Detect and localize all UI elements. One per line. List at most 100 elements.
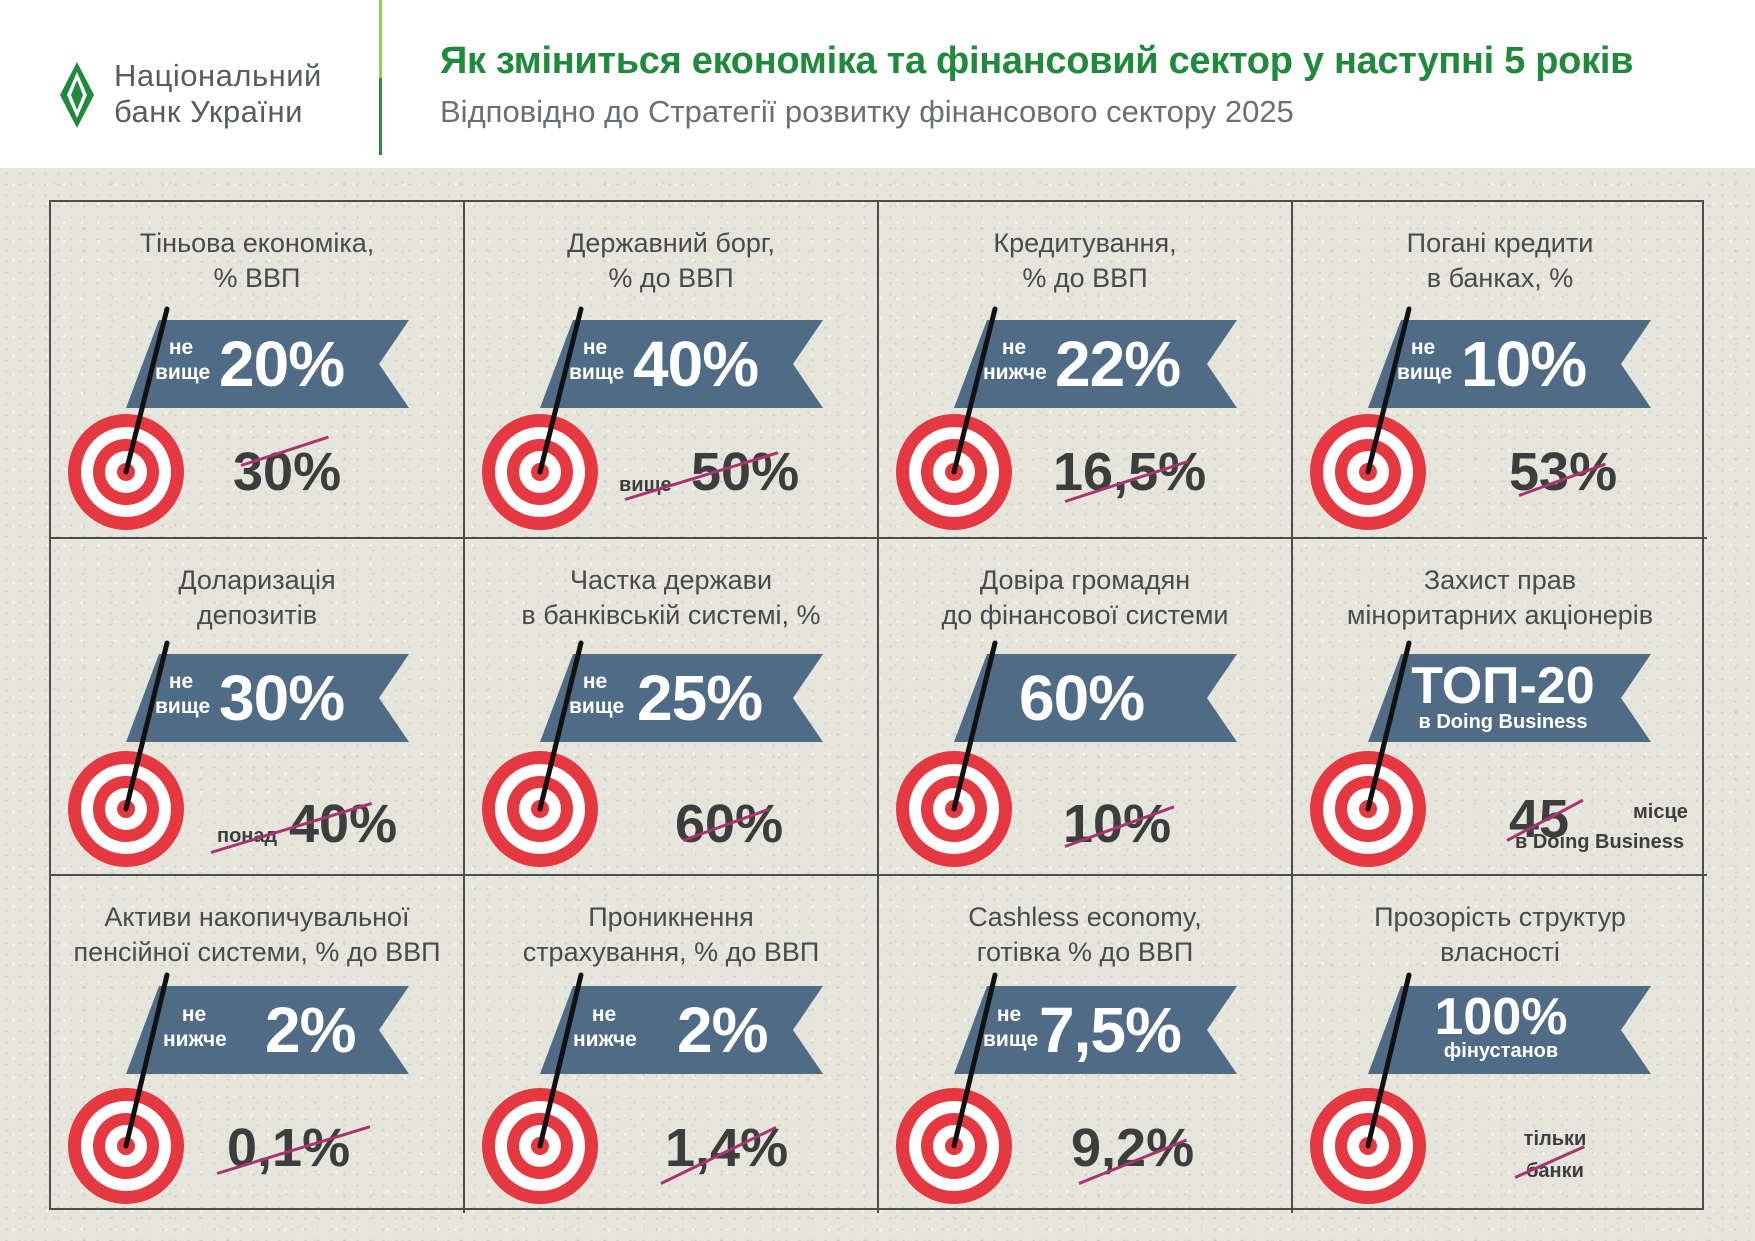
- cell-title: Погані кредити в банках, %: [1406, 228, 1594, 293]
- cell-title: Довіра громадян до фінансової системи: [941, 565, 1229, 630]
- indicator-grid: Тіньова економіка,% ВВП не вище 20% 30% Д…: [49, 200, 1707, 1213]
- cell-pension-assets: Активи накопичувальної пенсійної системи,…: [51, 876, 465, 1213]
- target-flag-graphic: [1310, 972, 1651, 1204]
- flag-pole: [951, 306, 998, 475]
- target-value: ТОП-20: [1411, 657, 1595, 715]
- flag-banner: [540, 320, 823, 408]
- flag-pole: [123, 640, 170, 812]
- cell-title: Доларизація депозитів: [178, 565, 336, 630]
- nbu-logo-text: Національний банк України: [114, 58, 344, 130]
- qualifier-label: не вище: [569, 670, 625, 718]
- flag-banner: [1368, 654, 1651, 742]
- flag-banner: [1368, 986, 1651, 1074]
- flag-pole: [537, 640, 584, 812]
- qualifier-label: не вище: [155, 336, 211, 384]
- target-flag-graphic: [68, 306, 409, 530]
- target-value: 60%: [1019, 662, 1145, 734]
- target-value: 20%: [219, 328, 345, 400]
- current-value: 9,2%: [1071, 1118, 1195, 1178]
- flag-pole: [1365, 640, 1412, 812]
- flag-banner: [126, 320, 409, 408]
- header-divider-accent: [379, 0, 382, 78]
- qualifier-label: не вище: [983, 1003, 1039, 1051]
- cell-insurance-penetration: Проникнення страхування, % до ВВП не нижче…: [465, 876, 879, 1213]
- target-value: 30%: [219, 662, 345, 734]
- qualifier-label: не нижче: [163, 1003, 227, 1051]
- flag-banner: [540, 986, 823, 1074]
- flag-banner: [954, 654, 1237, 742]
- target-value: 2%: [265, 994, 356, 1066]
- logo-line-2: банк України: [114, 94, 303, 129]
- target-value: 40%: [633, 328, 759, 400]
- flag-pole: [951, 972, 998, 1149]
- current-value: 16,5%: [1053, 442, 1207, 502]
- cell-ownership-transparency: Прозорість структур власності 100% фінуст…: [1293, 876, 1707, 1213]
- current-value: 1,4%: [665, 1118, 789, 1178]
- current-value: 45: [1509, 789, 1570, 849]
- logo-line-1: Національний: [114, 58, 322, 93]
- flag-pole: [1365, 306, 1412, 475]
- flag-pole: [537, 972, 584, 1149]
- header: Національний банк України Як зміниться е…: [0, 0, 1755, 168]
- qualifier-label: не нижче: [983, 336, 1047, 384]
- flag-pole: [123, 306, 170, 475]
- cell-lending: Кредитування,% до ВВП не нижче 22% 16,5%: [879, 202, 1293, 539]
- qualifier-label: не вище: [569, 336, 625, 384]
- cell-title: Проникнення страхування, % до ВВП: [522, 902, 820, 967]
- cell-cashless-economy: Cashless economy, готівка % до ВВП не вище…: [879, 876, 1293, 1213]
- target-value: 100%: [1434, 988, 1568, 1046]
- target-flag-graphic: [896, 972, 1237, 1204]
- current-value-line-1: тільки: [1523, 1128, 1587, 1150]
- current-value: 0,1%: [227, 1118, 351, 1178]
- current-value: 10%: [1063, 794, 1172, 854]
- cell-title: Активи накопичувальної пенсійної системи,…: [73, 902, 441, 967]
- cell-shadow-economy: Тіньова економіка,% ВВП не вище 20% 30%: [51, 202, 465, 539]
- cell-title: Захист прав міноритарних акціонерів: [1346, 565, 1654, 630]
- cell-title: Частка держави в банківській системі, %: [521, 565, 821, 630]
- target-flag-graphic: [1310, 306, 1651, 530]
- current-suffix: місце: [1633, 801, 1688, 823]
- cell-public-debt: Державний борг,% до ВВП не вище 40% вище …: [465, 202, 879, 539]
- target-value: 2%: [677, 994, 768, 1066]
- cell-state-share: Частка держави в банківській системі, % н…: [465, 539, 879, 876]
- flag-banner: [126, 986, 409, 1074]
- cell-title: Cashless economy, готівка % до ВВП: [968, 902, 1202, 967]
- cell-title: Тіньова економіка,% ВВП: [139, 228, 375, 293]
- cell-title: Державний борг,% до ВВП: [567, 228, 775, 293]
- flag-pole: [537, 306, 584, 475]
- current-subtitle: в Doing Business: [1515, 831, 1684, 853]
- page-subtitle: Відповідно до Стратегії розвитку фінансо…: [440, 94, 1294, 129]
- flag-banner: [954, 320, 1237, 408]
- target-subtitle: фінустанов: [1443, 1040, 1559, 1062]
- flag-pole: [951, 640, 998, 812]
- current-prefix: понад: [217, 825, 278, 847]
- flag-banner: [954, 986, 1237, 1074]
- nbu-logo-icon: [60, 62, 94, 128]
- target-value: 10%: [1461, 328, 1587, 400]
- cell-title: Кредитування,% до ВВП: [993, 228, 1177, 293]
- cell-bad-loans: Погані кредити в банках, % не вище 10% 53%: [1293, 202, 1707, 539]
- target-flag-graphic: [68, 972, 409, 1204]
- cell-public-trust: Довіра громадян до фінансової системи 60%…: [879, 539, 1293, 876]
- cell-minority-shareholders: Захист прав міноритарних акціонерів ТОП-2…: [1293, 539, 1707, 876]
- target-flag-graphic: [482, 306, 823, 530]
- cell-title: Прозорість структур власності: [1374, 902, 1626, 967]
- qualifier-label: не нижче: [573, 1003, 637, 1051]
- flag-banner: [126, 654, 409, 742]
- target-subtitle: в Doing Business: [1418, 711, 1588, 733]
- flag-banner: [540, 654, 823, 742]
- target-value: 22%: [1055, 328, 1181, 400]
- target-flag-graphic: [68, 640, 409, 867]
- target-value: 7,5%: [1039, 994, 1182, 1066]
- target-flag-graphic: [896, 306, 1237, 530]
- target-flag-graphic: [482, 640, 823, 867]
- qualifier-label: не вище: [1397, 336, 1453, 384]
- cell-dollarization: Доларизація депозитів не вище 30% понад 40…: [51, 539, 465, 876]
- flag-banner: [1368, 320, 1651, 408]
- target-flag-graphic: [1310, 640, 1651, 867]
- page-title: Як зміниться економіка та фінансовий сек…: [440, 40, 1634, 82]
- target-flag-graphic: [482, 972, 823, 1204]
- target-flag-graphic: [896, 640, 1237, 867]
- target-value: 25%: [637, 662, 763, 734]
- flag-pole: [1365, 972, 1412, 1149]
